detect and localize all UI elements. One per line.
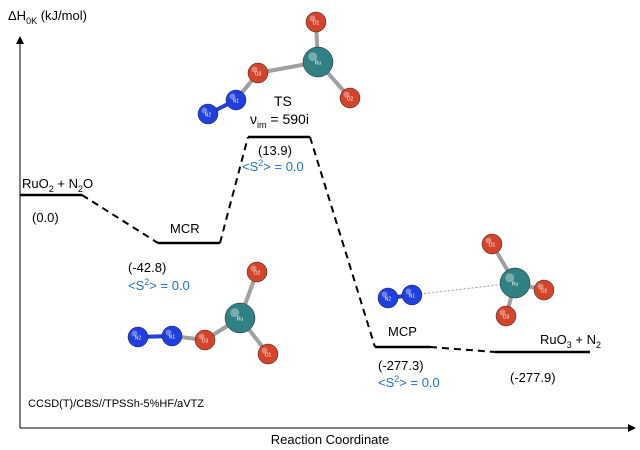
mcr-label: MCR [170, 221, 200, 236]
reactant-energy: (0.0) [32, 210, 59, 225]
mcp-spin: <S2> = 0.0 [378, 374, 440, 390]
atom-label: O3 [202, 338, 209, 344]
connector [82, 195, 158, 243]
connector [220, 137, 248, 243]
mcp-energy: (-277.3) [378, 358, 424, 373]
energy-diagram: ΔH0K (kJ/mol) Reaction Coordinate CCSD(T… [0, 0, 640, 450]
atom-label: N2 [135, 335, 142, 341]
atom-label: O1 [265, 352, 272, 358]
ts-frequency: νim = 590i [250, 111, 309, 130]
atom-label: O1 [489, 242, 496, 248]
atom-label: O1 [313, 20, 320, 26]
atom-label: N1 [233, 98, 240, 104]
atom-label: O3 [255, 71, 262, 77]
mcp-label: MCP [388, 324, 417, 339]
weak-bond [412, 283, 515, 295]
atom-label: Ru [237, 316, 244, 322]
product-energy: (-277.9) [510, 370, 556, 385]
method: CCSD(T)/CBS//TPSSh-5%HF/aVTZ [28, 398, 204, 410]
mcr-energy: (-42.8) [128, 260, 166, 275]
molecules: O1 Ru O2 O3 N1 N2 O2 Ru O1 O3 N1 N2 O1 Ru O2 O3 N1 N2 [128, 12, 554, 364]
atom-label: O2 [347, 96, 354, 102]
reactant-label: RuO2 + N2O [22, 176, 93, 194]
atom-label: N1 [169, 334, 176, 340]
atom-label: N2 [385, 296, 392, 302]
connector [430, 347, 495, 352]
atom-label: N1 [409, 293, 416, 299]
atom-label: Ru [315, 60, 322, 66]
atom-label: N2 [205, 112, 212, 118]
x-axis-label: Reaction Coordinate [271, 432, 390, 447]
atom-label: Ru [512, 281, 519, 287]
mcr-spin: <S2> = 0.0 [128, 277, 190, 293]
atom-label: O3 [503, 314, 510, 320]
product-label: RuO3 + N2 [540, 332, 601, 350]
ts-label: TS [274, 93, 292, 109]
connector [310, 137, 375, 347]
ts-spin: <S2> = 0.0 [242, 158, 304, 174]
atom-label: O2 [254, 270, 261, 276]
y-axis-label: ΔH0K (kJ/mol) [8, 8, 87, 26]
atom-label: O2 [541, 288, 548, 294]
ts-energy: (13.9) [258, 143, 292, 158]
